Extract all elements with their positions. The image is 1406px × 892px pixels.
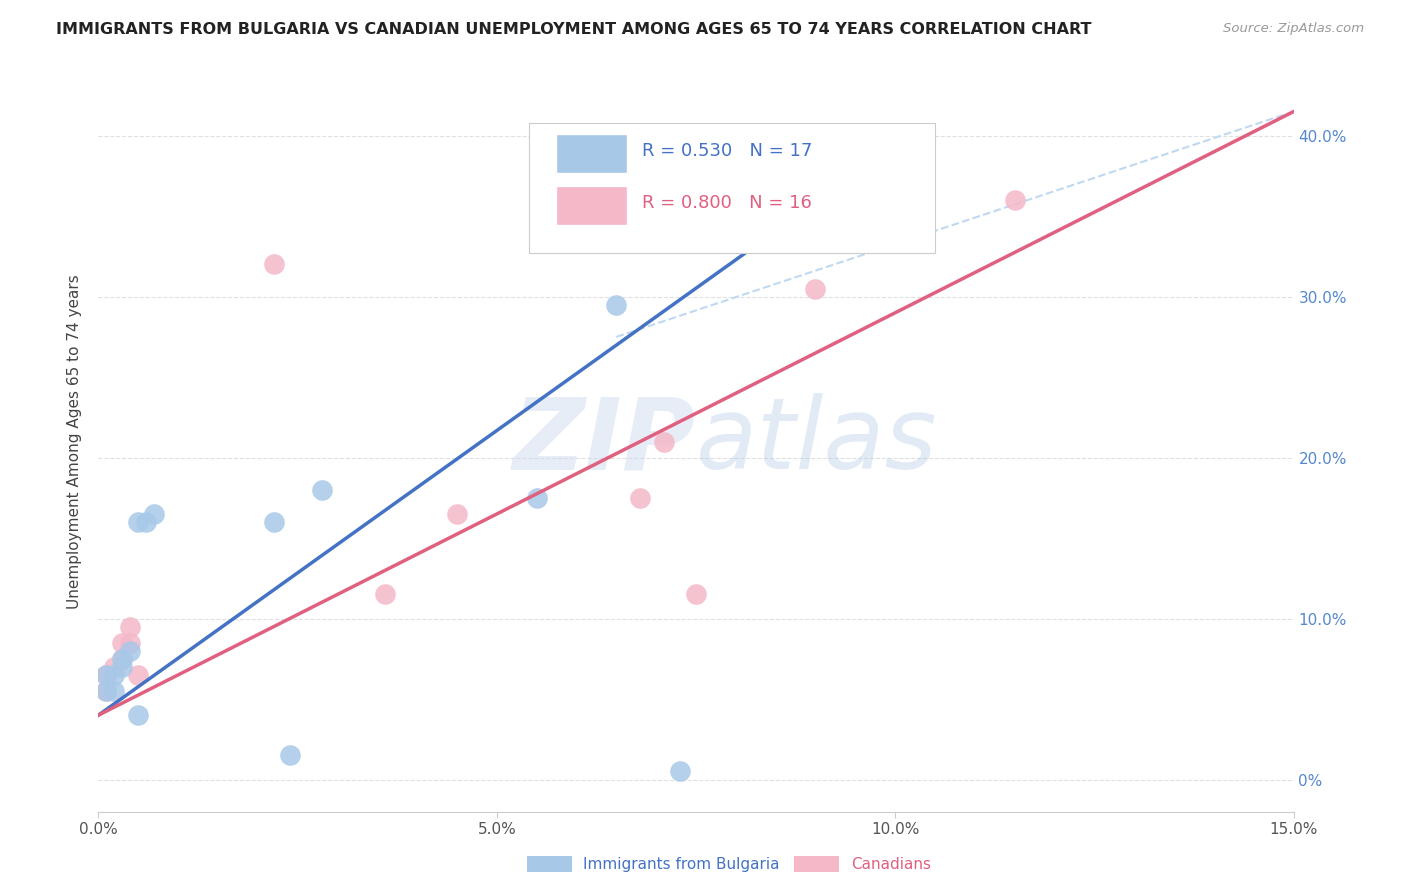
Point <box>127 668 149 682</box>
Point <box>120 636 142 650</box>
Text: IMMIGRANTS FROM BULGARIA VS CANADIAN UNEMPLOYMENT AMONG AGES 65 TO 74 YEARS CORR: IMMIGRANTS FROM BULGARIA VS CANADIAN UNE… <box>56 22 1091 37</box>
Point <box>96 668 118 682</box>
Point <box>135 515 157 529</box>
FancyBboxPatch shape <box>529 123 935 252</box>
FancyBboxPatch shape <box>557 135 627 173</box>
Point <box>311 483 333 497</box>
Point <box>143 507 166 521</box>
Point <box>111 652 134 666</box>
Text: R = 0.800   N = 16: R = 0.800 N = 16 <box>643 194 813 212</box>
Point <box>103 668 125 682</box>
Point <box>111 636 134 650</box>
Point <box>669 764 692 779</box>
Point <box>526 491 548 505</box>
Point <box>96 668 118 682</box>
FancyBboxPatch shape <box>557 186 627 225</box>
Point <box>111 652 134 666</box>
Point <box>96 684 118 698</box>
Point <box>120 619 142 633</box>
Point <box>263 515 285 529</box>
Point <box>103 684 125 698</box>
Point <box>96 684 118 698</box>
Text: R = 0.530   N = 17: R = 0.530 N = 17 <box>643 143 813 161</box>
Point <box>374 587 396 601</box>
Text: Canadians: Canadians <box>851 857 931 871</box>
Text: ZIP: ZIP <box>513 393 696 490</box>
Point <box>127 515 149 529</box>
Point <box>263 258 285 272</box>
Point <box>120 644 142 658</box>
Y-axis label: Unemployment Among Ages 65 to 74 years: Unemployment Among Ages 65 to 74 years <box>67 274 83 609</box>
Text: Immigrants from Bulgaria: Immigrants from Bulgaria <box>583 857 780 871</box>
Text: atlas: atlas <box>696 393 938 490</box>
Point <box>628 491 651 505</box>
Point <box>111 660 134 674</box>
Point <box>685 587 707 601</box>
Text: Source: ZipAtlas.com: Source: ZipAtlas.com <box>1223 22 1364 36</box>
Point <box>652 434 675 449</box>
Point <box>446 507 468 521</box>
Point <box>1004 193 1026 207</box>
Point <box>103 660 125 674</box>
Point <box>278 748 301 763</box>
Point <box>804 282 827 296</box>
Point <box>127 708 149 723</box>
Point <box>605 298 627 312</box>
